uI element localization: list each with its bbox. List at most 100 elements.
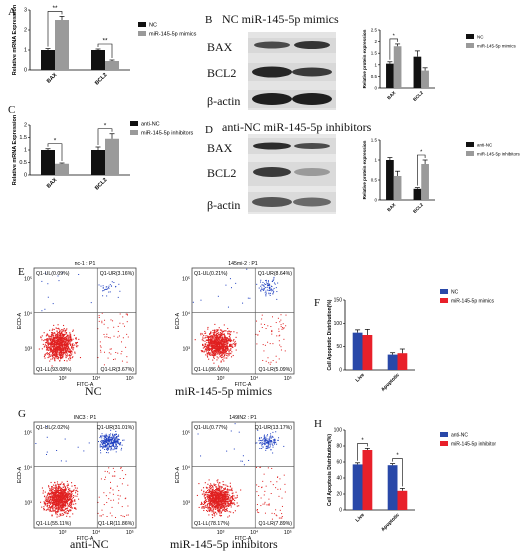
- legend-entry: NC: [149, 23, 157, 29]
- legend-entry: miR-145-5p inhibitors: [477, 152, 521, 157]
- bar-bax-0: [386, 160, 394, 200]
- y-tick-label: 10³: [183, 347, 191, 353]
- x-tick-label: 10⁴: [250, 376, 258, 382]
- flow-frame: [33, 421, 137, 529]
- x-tick-label: 10³: [217, 530, 225, 536]
- bar-bcl2-1: [421, 70, 429, 88]
- y-tick-label: 100: [334, 321, 343, 327]
- y-tick-label: 100: [334, 428, 343, 434]
- blot-b-bax-label: BAX: [207, 40, 233, 54]
- quadrant-ll-label: Q1-LL(86.06%): [194, 367, 230, 373]
- y-axis-label: ECD-A: [17, 312, 23, 329]
- y-tick-label: 2.5: [371, 28, 378, 33]
- y-tick-label: 10⁵: [182, 431, 190, 437]
- y-tick-label: 20: [336, 492, 342, 498]
- legend-entry: miR-145-5p inhibitors: [141, 131, 194, 137]
- flow-g-anc-caption: anti-NC: [70, 537, 109, 551]
- x-tick-label: 10⁵: [126, 530, 134, 536]
- legend-swatch: [138, 22, 146, 27]
- bar-bcl2-0: [413, 188, 422, 200]
- significance-label: **: [52, 5, 58, 12]
- bar-bcl2-0: [91, 50, 105, 70]
- flow-e-nc-caption: NC: [85, 384, 102, 398]
- y-tick-label: 2: [24, 28, 27, 34]
- y-tick-label: 10⁴: [24, 466, 32, 472]
- significance-label: *: [54, 137, 57, 144]
- legend-swatch: [466, 34, 474, 39]
- blot-b-title: NC miR-145-5p mimics: [222, 12, 339, 26]
- x-tick-label: 10⁴: [92, 530, 100, 536]
- blot-b-bcl2-label: BCL2: [207, 66, 237, 80]
- y-axis-label: Relative mRNA Expression: [12, 4, 18, 75]
- y-tick-label: 10³: [183, 501, 191, 507]
- panel-letter-e: E: [18, 266, 25, 278]
- significance-label: *: [393, 33, 396, 39]
- bar-bcl2-1: [105, 61, 119, 70]
- y-tick-label: 10⁴: [182, 312, 190, 318]
- y-tick-label: 3: [24, 8, 27, 14]
- flow-plot-g-anc: INC3 : P1 Q1-UL(2.02%) Q1-UR(31.01%) Q1-LL(…: [17, 415, 137, 542]
- y-tick-label: 50: [336, 344, 342, 350]
- bar-bcl2-0: [413, 56, 422, 88]
- bar-bax-1: [55, 163, 69, 175]
- panel-letter-g: G: [18, 408, 26, 420]
- y-axis-label: Relative mRNA Expression: [12, 114, 18, 185]
- flow-e-mimics-caption: miR-145-5p mimics: [175, 384, 272, 398]
- significance-label: **: [102, 38, 108, 45]
- y-axis-label: ECD-A: [17, 466, 23, 483]
- legend-entry: anti-NC: [141, 122, 160, 128]
- quadrant-ll-label: Q1-LL(78.17%): [194, 521, 230, 527]
- y-tick-label: 0: [339, 368, 342, 374]
- legend-entry: miR-145-5p mimics: [149, 32, 197, 38]
- y-axis-label: Relative protein expression: [362, 140, 367, 199]
- x-tick-label: Live: [355, 512, 366, 523]
- quadrant-lr-label: Q1-LR(7.89%): [259, 521, 293, 527]
- x-tick-label: 10³: [59, 530, 67, 536]
- quadrant-ur-label: Q1-UR(8.64%): [258, 271, 293, 277]
- x-axis-label: FITC-A: [235, 536, 252, 542]
- x-tick-label: 10⁴: [250, 530, 258, 536]
- x-tick-label: BAX: [386, 202, 396, 212]
- quadrant-lr-label: Q1-LR(3.67%): [101, 367, 135, 373]
- quadrant-ul-label: Q1-UL(2.02%): [36, 425, 70, 431]
- flow-frame: [33, 267, 137, 375]
- panel-letter-a: A: [8, 6, 16, 18]
- quadrant-ll-label: Q1-LL(93.08%): [36, 367, 72, 373]
- legend-swatch: [440, 432, 448, 437]
- y-tick-label: 10⁵: [24, 277, 32, 283]
- y-axis-label: Cell Apoptotic Distribution(%): [327, 299, 333, 370]
- bar-bax-1: [55, 20, 69, 70]
- y-tick-label: 40: [336, 476, 342, 482]
- blot-d-title: anti-NC miR-145-5p inhibitors: [222, 120, 372, 134]
- y-tick-label: 10³: [25, 501, 33, 507]
- bar-live-1: [362, 335, 373, 370]
- quadrant-lr-label: Q1-LR(5.09%): [259, 367, 293, 373]
- legend-swatch: [466, 43, 474, 48]
- y-tick-label: 2: [374, 39, 377, 44]
- blot-d-bcl2-label: BCL2: [207, 166, 237, 180]
- significance-bracket: [47, 11, 63, 47]
- flow-g-inhibitors-caption: miR-145-5p inhibitors: [170, 537, 278, 551]
- y-axis-label: ECD-A: [175, 466, 181, 483]
- blot-d-bax-label: BAX: [207, 141, 233, 155]
- y-tick-label: 1: [24, 148, 27, 154]
- legend-swatch: [130, 130, 138, 135]
- bar-bcl2-1: [105, 138, 119, 175]
- legend-swatch: [138, 31, 146, 36]
- significance-label: *: [420, 150, 423, 156]
- y-tick-label: 10⁴: [24, 312, 32, 318]
- legend-entry: miR-145-5p inhibitor: [451, 442, 496, 448]
- legend-entry: NC: [477, 35, 484, 40]
- panel-letter-c: C: [8, 104, 16, 116]
- quadrant-lr-label: Q1-LR(11.86%): [98, 521, 134, 527]
- x-tick-label: 10³: [59, 376, 67, 382]
- bar-apoptotic-1: [397, 353, 408, 370]
- legend-swatch: [466, 151, 474, 156]
- y-tick-label: 0: [339, 508, 342, 514]
- quadrant-ul-label: Q1-UL(0.09%): [36, 271, 70, 277]
- y-axis-label: Cell Apoptosis Distribution(%): [327, 434, 333, 506]
